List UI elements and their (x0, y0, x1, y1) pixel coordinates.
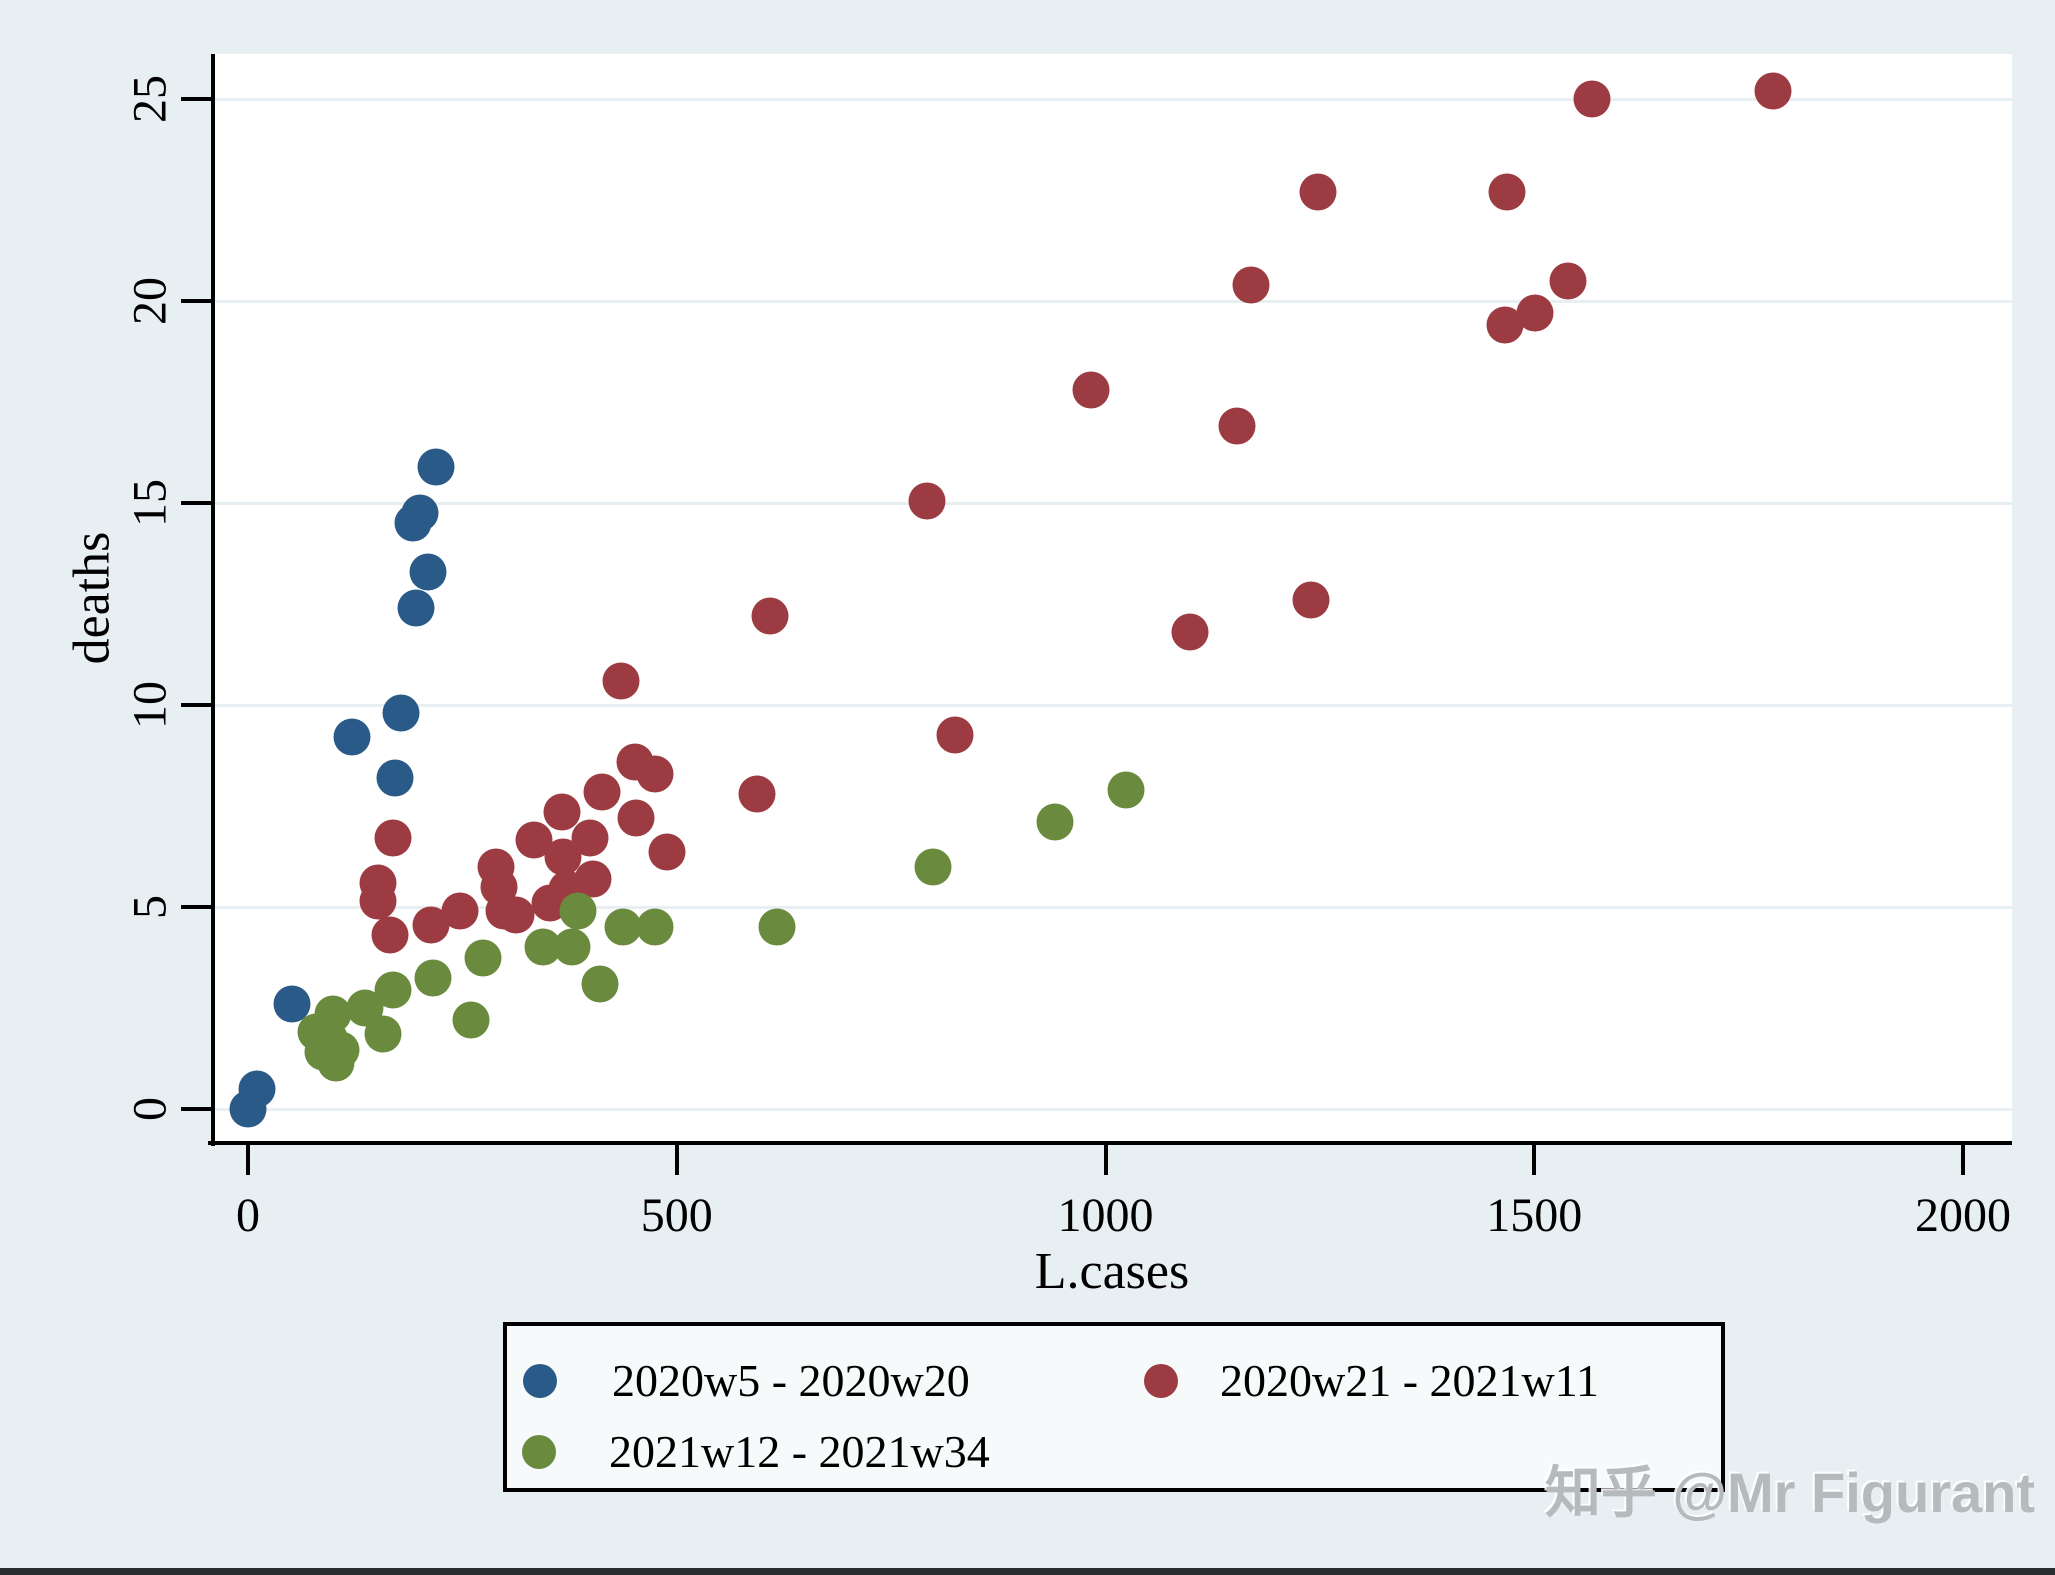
data-point-series2 (583, 773, 621, 811)
y-tick-label-20: 20 (123, 277, 177, 325)
x-tick-label-1000: 1000 (1057, 1189, 1154, 1242)
data-point-series2 (1072, 371, 1110, 409)
data-point-series3 (414, 959, 452, 997)
data-point-series1 (401, 494, 438, 532)
plot-area (213, 54, 2012, 1143)
data-point-series2 (374, 819, 412, 857)
data-point-series2 (1299, 173, 1337, 211)
data-point-series1 (382, 694, 420, 732)
data-point-series1 (376, 759, 414, 797)
data-point-series2 (1516, 294, 1554, 332)
y-tick-25 (181, 97, 211, 101)
legend-marker-series3 (522, 1435, 556, 1469)
data-point-series2 (574, 860, 612, 898)
data-point-series2 (1292, 581, 1330, 619)
x-tick-label-500: 500 (640, 1189, 713, 1242)
watermark: 知乎 @Mr Figurant (1544, 1461, 2035, 1524)
data-point-series2 (1171, 613, 1209, 651)
legend-label-series2: 2020w21 - 2021w11 (1220, 1355, 1600, 1406)
legend-marker-series1 (523, 1364, 557, 1398)
x-tick-500 (674, 1145, 679, 1175)
gridline-y-10 (213, 703, 2012, 707)
x-tick-label-0: 0 (236, 1189, 260, 1242)
y-tick-label-5: 5 (123, 895, 177, 919)
data-point-series2 (1754, 72, 1792, 110)
gridline-y-25 (213, 97, 2012, 101)
data-point-series3 (364, 1015, 402, 1053)
data-point-series3 (464, 939, 502, 976)
y-tick-5 (181, 905, 211, 909)
y-tick-0 (181, 1107, 211, 1111)
data-point-series3 (374, 971, 412, 1009)
data-point-series2 (1549, 262, 1587, 300)
data-point-series2 (571, 819, 609, 857)
gridline-y-20 (213, 299, 2012, 303)
data-point-series2 (1218, 407, 1256, 445)
y-tick-label-0: 0 (123, 1097, 177, 1121)
data-point-series3 (604, 908, 642, 946)
data-point-series2 (1573, 80, 1611, 118)
x-tick-label-2000: 2000 (1915, 1189, 2011, 1242)
data-point-series2 (359, 882, 397, 920)
data-point-series2 (497, 896, 535, 934)
x-tick-0 (246, 1145, 250, 1175)
x-axis-title: L.cases (1034, 1243, 1190, 1300)
y-tick-label-10: 10 (123, 681, 177, 729)
data-point-series3 (559, 892, 597, 930)
data-point-series1 (417, 448, 455, 486)
y-tick-15 (181, 501, 211, 505)
data-point-series2 (1232, 266, 1270, 304)
x-tick-1500 (1532, 1145, 1537, 1175)
y-tick-10 (181, 703, 211, 707)
data-point-series3 (553, 928, 591, 966)
data-point-series2 (738, 775, 776, 813)
data-point-series3 (314, 995, 352, 1033)
legend-label-series3: 2021w12 - 2021w34 (609, 1426, 990, 1477)
gridline-y-15 (213, 501, 2012, 505)
y-axis-line (211, 54, 215, 1146)
data-point-series3 (322, 1031, 360, 1069)
data-point-series3 (758, 908, 796, 946)
data-point-series3 (1036, 803, 1074, 841)
data-point-series3 (581, 965, 619, 1003)
y-tick-label-25: 25 (123, 75, 177, 123)
data-point-series1 (397, 589, 435, 627)
data-point-series2 (543, 793, 581, 831)
data-point-series3 (636, 908, 674, 946)
data-point-series2 (636, 755, 674, 793)
data-point-series1 (333, 718, 371, 756)
y-tick-20 (181, 299, 211, 303)
x-tick-2000 (1961, 1145, 1965, 1175)
data-point-series3 (914, 848, 952, 886)
data-point-series2 (371, 916, 409, 954)
data-point-series1 (409, 553, 447, 591)
data-point-series2 (441, 892, 479, 930)
gridline-y-0 (213, 1107, 2012, 1111)
x-tick-1000 (1103, 1145, 1108, 1175)
data-point-series1 (238, 1070, 276, 1108)
legend: 2020w5 - 2020w20 2020w21 - 2021w11 2021w… (503, 1322, 1725, 1492)
x-axis-line (208, 1141, 2012, 1145)
data-point-series3 (452, 1001, 490, 1039)
data-point-series2 (617, 799, 655, 837)
y-axis-title: deaths (63, 531, 121, 665)
data-point-series3 (1107, 771, 1145, 809)
data-point-series2 (751, 597, 789, 635)
y-tick-label-15: 15 (123, 479, 177, 527)
gridline-y-5 (213, 905, 2012, 909)
x-tick-label-1500: 1500 (1486, 1189, 1583, 1242)
data-point-series2 (908, 482, 946, 520)
data-point-series2 (648, 833, 686, 871)
legend-label-series1: 2020w5 - 2020w20 (612, 1355, 970, 1406)
data-point-series2 (1488, 173, 1526, 211)
bottom-edge-bar (0, 1568, 2055, 1575)
data-point-series2 (602, 662, 640, 700)
legend-marker-series2 (1144, 1364, 1178, 1398)
data-point-series2 (936, 716, 974, 754)
